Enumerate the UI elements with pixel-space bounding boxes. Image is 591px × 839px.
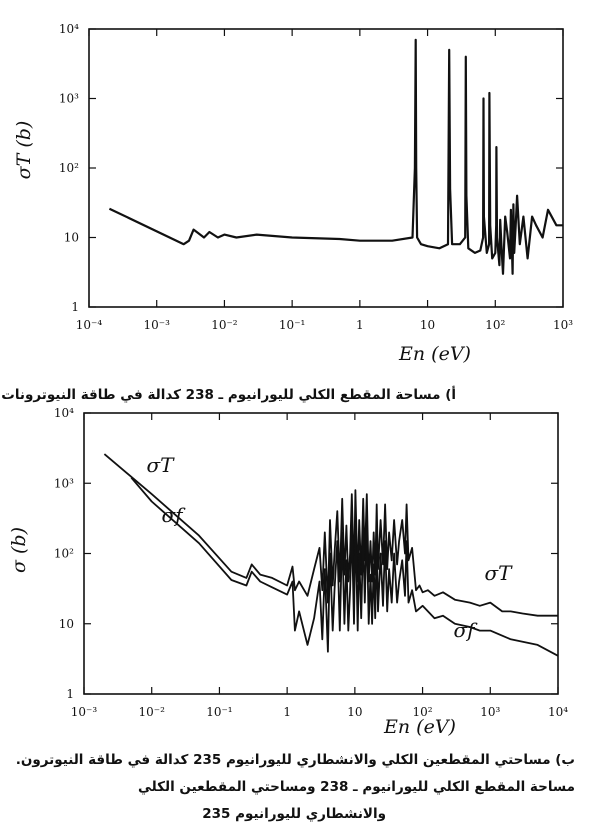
caption-top: أ) مساحة المقطع الكلي لليورانيوم ـ 238 ك…: [0, 387, 456, 403]
x-tick-label-1-0: 10⁻³: [71, 705, 98, 719]
curve-label-total-upper: σT: [147, 453, 176, 477]
x-tick-label-1-7: 10⁴: [548, 705, 568, 719]
y-axis-label-0: σT (b): [13, 121, 35, 180]
x-tick-label-0-3: 10⁻¹: [279, 318, 305, 332]
y-tick-label-0-1: 10: [64, 231, 79, 245]
y-tick-label-0-3: 10³: [59, 92, 79, 106]
x-axis-label-0: En (eV): [398, 343, 471, 365]
y-axis-label-1: σ (b): [8, 527, 30, 573]
caption-bottom-line-3: والانشطاري لليورانيوم 235: [202, 806, 386, 822]
x-tick-label-0-7: 10³: [553, 318, 573, 332]
x-tick-label-1-4: 10: [347, 705, 362, 719]
y-tick-label-1-4: 10⁴: [54, 406, 74, 420]
caption-bottom-line-2: مساحة المقطع الكلي لليورانيوم ـ 238 ومسا…: [138, 779, 575, 795]
curve-label-fission-lower: σf: [453, 618, 478, 642]
x-tick-label-1-2: 10⁻¹: [206, 705, 232, 719]
x-tick-label-1-3: 1: [283, 705, 291, 719]
y-tick-label-1-2: 10²: [54, 547, 74, 561]
x-tick-label-1-1: 10⁻²: [139, 705, 166, 719]
caption-bottom: ب) مساحتي المقطعين الكلي والانشطاري لليو…: [15, 752, 575, 768]
chart-top: 10⁻⁴ 10⁻³ 10⁻² 10⁻¹ 1 10 10² 10³ 1 10 10² 10³ 10⁴ En …: [13, 22, 573, 365]
x-tick-label-1-6: 10³: [480, 705, 500, 719]
y-tick-label-0-4: 10⁴: [59, 22, 79, 36]
x-tick-label-0-1: 10⁻³: [144, 318, 171, 332]
y-tick-label-0-0: 1: [71, 300, 79, 314]
y-tick-label-1-3: 10³: [54, 476, 74, 490]
x-tick-label-1-5: 10²: [413, 705, 433, 719]
series-line-1-0: [103, 453, 558, 617]
series-line-1-1: [130, 477, 559, 657]
x-tick-label-0-4: 1: [356, 318, 364, 332]
y-tick-label-0-2: 10²: [59, 161, 79, 175]
x-tick-label-0-5: 10: [420, 318, 435, 332]
curve-label-fission-upper: σf: [161, 503, 186, 527]
y-tick-label-1-1: 10: [59, 617, 74, 631]
series-line-0-0: [108, 38, 563, 275]
x-tick-label-0-6: 10²: [485, 318, 505, 332]
curve-label-total-lower: σT: [485, 561, 514, 585]
y-tick-label-1-0: 1: [66, 687, 74, 701]
x-axis-label-1: En (eV): [383, 716, 456, 738]
x-tick-label-0-0: 10⁻⁴: [76, 318, 103, 332]
x-tick-label-0-2: 10⁻²: [211, 318, 238, 332]
